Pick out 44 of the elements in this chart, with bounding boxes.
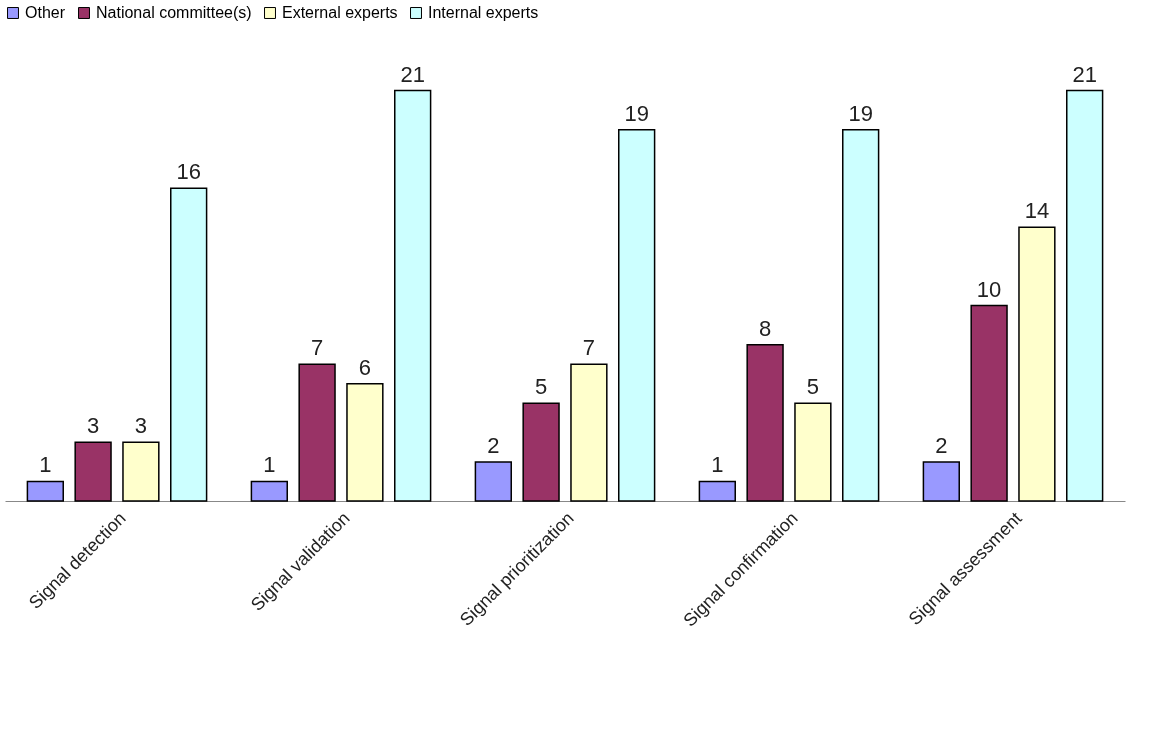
data-label: 5 <box>806 374 820 400</box>
bar <box>346 382 384 502</box>
data-label: 1 <box>711 452 724 478</box>
data-label: 7 <box>582 335 596 361</box>
data-label: 21 <box>400 61 425 87</box>
data-label: 19 <box>624 100 649 126</box>
bar <box>1066 89 1104 502</box>
legend-label: External experts <box>282 4 398 21</box>
bar <box>122 441 160 502</box>
bar <box>74 441 112 502</box>
data-label: 1 <box>39 452 52 478</box>
bar <box>618 128 656 502</box>
data-label: 3 <box>86 413 100 439</box>
bar <box>842 128 880 502</box>
bar <box>170 187 208 502</box>
data-label: 14 <box>1024 198 1050 224</box>
bar <box>746 343 784 502</box>
bar <box>570 363 608 502</box>
data-label: 2 <box>935 432 948 458</box>
bar <box>26 480 64 502</box>
bar <box>522 402 560 502</box>
legend-label: Other <box>25 4 66 21</box>
data-label: 7 <box>310 335 324 361</box>
data-label: 2 <box>487 432 500 458</box>
data-label: 16 <box>176 159 201 185</box>
legend-label: Internal experts <box>428 4 539 21</box>
bar <box>1018 226 1056 502</box>
bar <box>474 461 512 502</box>
bar <box>250 480 288 502</box>
bar <box>394 89 432 502</box>
bar <box>970 304 1008 502</box>
data-label: 21 <box>1072 61 1097 87</box>
bar <box>922 461 960 502</box>
legend-label: National committee(s) <box>96 4 252 21</box>
data-label: 6 <box>358 354 372 380</box>
data-label: 19 <box>848 100 873 126</box>
data-label: 10 <box>976 276 1002 302</box>
data-label: 5 <box>534 374 548 400</box>
bar <box>794 402 832 502</box>
data-label: 3 <box>134 413 148 439</box>
data-label: 8 <box>758 315 772 341</box>
bar <box>298 363 336 502</box>
bar <box>698 480 736 502</box>
data-label: 1 <box>263 452 276 478</box>
